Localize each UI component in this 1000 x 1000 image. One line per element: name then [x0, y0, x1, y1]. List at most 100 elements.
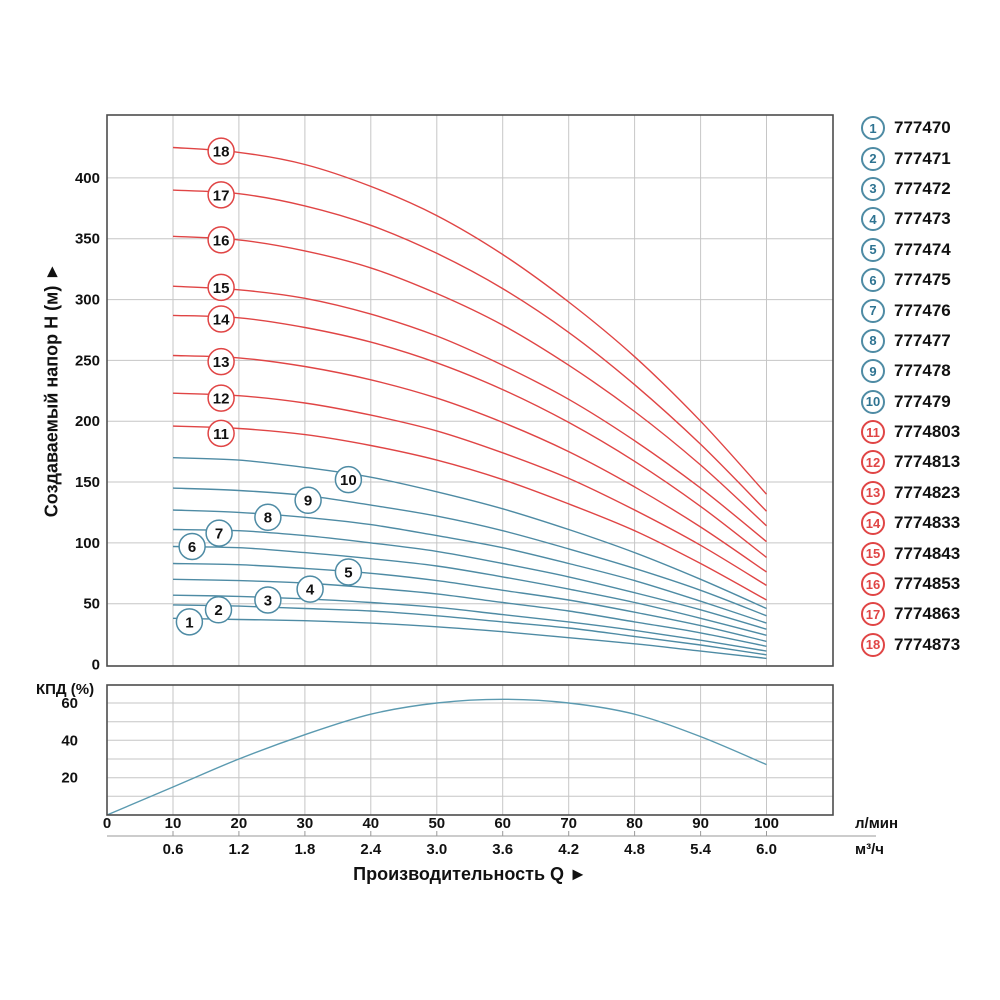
- legend-badge-12: 12: [861, 450, 885, 475]
- legend-item-5: 5 777474: [861, 235, 960, 265]
- legend-model-10: 777479: [894, 391, 951, 411]
- curve-badge-18: [207, 137, 235, 165]
- legend-item-1: 1 777470: [861, 113, 960, 143]
- legend-model-15: 7774843: [894, 543, 961, 563]
- legend-badge-7: 7: [861, 298, 885, 323]
- legend-badge-4: 4: [861, 207, 885, 232]
- curve-777473: [172, 578, 767, 647]
- legend-model-14: 7774833: [894, 513, 961, 533]
- legend-item-2: 2 777471: [861, 143, 960, 173]
- head-tick-label: 300: [75, 292, 100, 309]
- head-curves: [172, 146, 768, 660]
- y-axis-title: Создаваемый напор H (м) ►: [41, 262, 62, 518]
- curve-badge-number-2: 2: [214, 602, 222, 619]
- legend-badge-16: 16: [861, 572, 885, 597]
- legend-item-4: 4 777473: [861, 204, 960, 234]
- legend-item-10: 10 777479: [861, 387, 960, 417]
- legend-badge-10: 10: [861, 389, 885, 414]
- legend-badge-13: 13: [861, 480, 885, 505]
- flow-m3h-label: 5.4: [690, 841, 712, 858]
- eff-chart-gridlines: [107, 685, 833, 815]
- legend-item-18: 18 7774873: [861, 630, 960, 660]
- curve-badge-7: [205, 519, 233, 547]
- main-chart-border: [106, 114, 834, 667]
- head-tick-label: 50: [83, 596, 100, 613]
- flow-m3h-label: 1.8: [294, 841, 315, 858]
- legend-item-8: 8 777477: [861, 326, 960, 356]
- flow-m3h-label: 0.6: [163, 841, 184, 858]
- curve-777478: [172, 487, 767, 617]
- legend-badge-18: 18: [861, 632, 885, 657]
- flow-m3h-label: 3.6: [492, 841, 513, 858]
- curve-badge-number-1: 1: [185, 614, 193, 631]
- curve-badge-number-15: 15: [213, 280, 230, 297]
- legend-model-18: 7774873: [894, 634, 961, 654]
- legend-model-4: 777473: [894, 209, 951, 229]
- curve-badge-9: [294, 486, 322, 515]
- curve-badge-12: [207, 384, 235, 412]
- flow-m3h-label: 1.2: [228, 841, 249, 858]
- curve-7774813: [172, 392, 767, 586]
- flow-lmin-label: 80: [626, 815, 643, 832]
- curve-badge-8: [254, 503, 282, 532]
- head-tick-label: 100: [75, 535, 100, 552]
- efficiency-axis-label: КПД (%): [36, 681, 95, 698]
- legend-badge-5: 5: [861, 237, 885, 262]
- flow-unit-m3h-label: м³/ч: [855, 841, 884, 858]
- legend-item-12: 12 7774813: [861, 447, 960, 477]
- head-tick-label: 250: [75, 352, 100, 369]
- legend-model-9: 777478: [894, 361, 951, 381]
- flow-axis-lmin: 0 10 20 30 40 50 60 70 80 90 100: [103, 815, 779, 832]
- curve-badge-number-5: 5: [344, 564, 352, 581]
- curve-7774803: [172, 425, 767, 601]
- head-tick-label: 150: [75, 474, 100, 491]
- eff-axis-ticks: 20 40 60: [61, 695, 78, 787]
- eff-chart-border: [106, 684, 834, 816]
- head-tick-label: 350: [75, 231, 100, 248]
- curve-badge-5: [334, 558, 363, 586]
- curve-777470: [172, 617, 767, 660]
- curve-badge-number-18: 18: [213, 144, 230, 161]
- curve-badge-number-8: 8: [264, 510, 272, 527]
- flow-m3h-label: 6.0: [756, 841, 777, 858]
- head-tick-label: 400: [75, 170, 100, 187]
- flow-m3h-label: 4.8: [624, 841, 645, 858]
- flow-lmin-label: 20: [231, 815, 248, 832]
- flow-lmin-label: 0: [103, 815, 111, 832]
- curve-badge-number-11: 11: [213, 426, 229, 443]
- legend-model-2: 777471: [894, 148, 951, 168]
- curve-badge-number-3: 3: [264, 592, 272, 609]
- legend-item-17: 17 7774863: [861, 599, 960, 629]
- flow-m3h-label: 4.2: [558, 841, 579, 858]
- legend-item-7: 7 777476: [861, 295, 960, 325]
- legend-model-8: 777477: [894, 330, 951, 350]
- curve-badge-10: [334, 465, 363, 494]
- legend-model-11: 7774803: [894, 422, 961, 442]
- curve-badge-number-17: 17: [213, 187, 230, 204]
- legend-model-7: 777476: [894, 300, 951, 320]
- legend-model-3: 777472: [894, 178, 951, 198]
- legend-badge-8: 8: [861, 328, 885, 353]
- curve-badge-number-13: 13: [213, 354, 230, 371]
- curve-7774833: [172, 314, 767, 558]
- curve-7774873: [172, 146, 768, 495]
- curve-badge-number-10: 10: [340, 472, 357, 489]
- legend-item-13: 13 7774823: [861, 478, 960, 508]
- eff-tick-label: 40: [61, 732, 78, 749]
- curve-badge-number-14: 14: [213, 311, 230, 328]
- curve-badge-2: [204, 596, 233, 624]
- legend-badge-3: 3: [861, 176, 885, 201]
- head-tick-label: 200: [75, 413, 100, 430]
- flow-lmin-label: 10: [165, 815, 182, 832]
- flow-m3h-label: 3.0: [426, 841, 447, 858]
- flow-lmin-label: 50: [428, 815, 445, 832]
- curve-badge-number-16: 16: [213, 232, 230, 249]
- curve-777476: [172, 528, 767, 630]
- curve-badge-6: [178, 532, 206, 561]
- curve-badge-3: [254, 586, 282, 614]
- flow-axis-separator: [107, 831, 876, 837]
- legend-item-11: 11 7774803: [861, 417, 960, 447]
- curve-7774823: [172, 354, 767, 573]
